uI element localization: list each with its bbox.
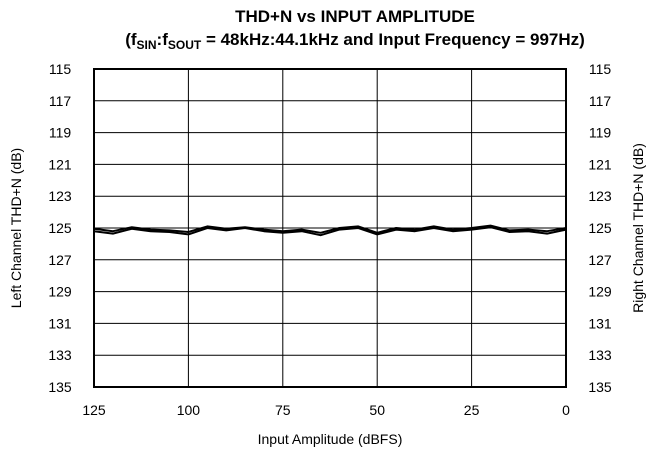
y-tick-label-right: 119: [589, 125, 612, 141]
x-tick-label: 75: [275, 402, 291, 418]
series-line-1: [93, 226, 567, 237]
y-axis-label-right: Right Channel THD+N (dB): [630, 143, 646, 313]
y-tick-label-right: 121: [588, 156, 612, 172]
chart-title: THD+N vs INPUT AMPLITUDE: [235, 7, 475, 26]
y-tick-label-right: 129: [588, 284, 612, 300]
y-tick-label-right: 131: [588, 315, 612, 331]
y-tick-label-left: 121: [48, 156, 72, 172]
y-tick-label-right: 117: [589, 93, 612, 109]
y-tick-label-right: 127: [588, 252, 612, 268]
tick-labels: 115 115 117 117 119 119 121 121 123 123 125 125 127 1…: [48, 61, 612, 418]
y-tick-label-right: 115: [589, 61, 612, 77]
y-tick-label-left: 117: [49, 93, 72, 109]
y-tick-label-left: 125: [48, 220, 72, 236]
x-axis-label: Input Amplitude (dBFS): [258, 431, 403, 447]
y-tick-label-right: 133: [588, 347, 612, 363]
y-tick-label-right: 123: [588, 188, 612, 204]
y-tick-label-left: 127: [48, 252, 72, 268]
y-tick-label-left: 131: [48, 315, 72, 331]
x-tick-label: 125: [82, 402, 106, 418]
plot-frame: [93, 68, 567, 388]
subtitle-colon: :f: [157, 30, 169, 49]
y-tick-label-left: 135: [48, 379, 72, 395]
chart-subtitle: (fSIN:fSOUT = 48kHz:44.1kHz and Input Fr…: [125, 30, 585, 52]
y-axis-label-left: Left Channel THD+N (dB): [8, 148, 24, 308]
x-tick-label: 100: [177, 402, 201, 418]
y-tick-label-left: 123: [48, 188, 72, 204]
y-tick-label-left: 119: [49, 125, 72, 141]
subtitle-sub1: SIN: [137, 38, 157, 52]
series-group: [93, 224, 567, 237]
y-tick-label-right: 125: [588, 220, 612, 236]
x-tick-label: 0: [562, 402, 570, 418]
x-tick-label: 25: [464, 402, 480, 418]
subtitle-open: (f: [125, 30, 137, 49]
x-tick-label: 50: [369, 402, 385, 418]
y-tick-label-left: 133: [48, 347, 72, 363]
subtitle-sub2: SOUT: [168, 38, 202, 52]
series-line-2: [93, 224, 567, 234]
y-tick-label-left: 115: [49, 61, 72, 77]
subtitle-rest: = 48kHz:44.1kHz and Input Frequency = 99…: [201, 30, 585, 49]
y-tick-label-left: 129: [48, 284, 72, 300]
y-tick-label-right: 135: [588, 379, 612, 395]
